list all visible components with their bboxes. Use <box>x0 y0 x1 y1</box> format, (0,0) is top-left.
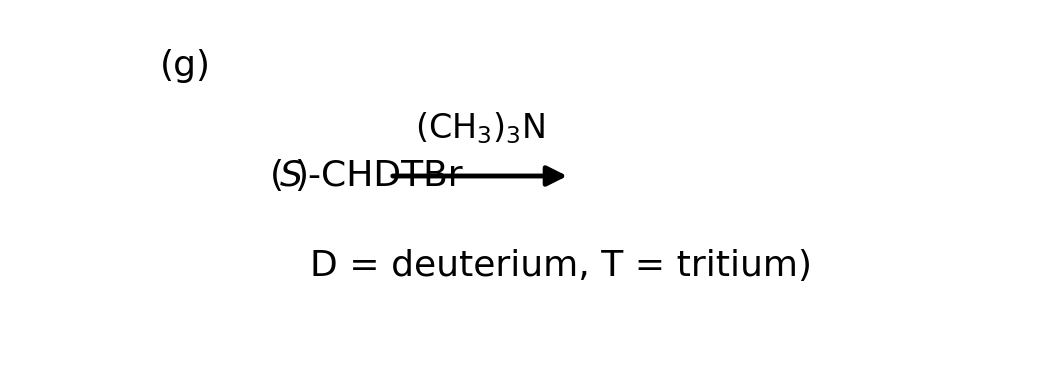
Text: (g): (g) <box>160 49 211 83</box>
Text: S: S <box>280 159 303 193</box>
Text: (: ( <box>270 159 284 193</box>
Text: (CH$_3$)$_3$N: (CH$_3$)$_3$N <box>415 110 545 146</box>
Text: )-CHDTBr: )-CHDTBr <box>294 159 462 193</box>
Text: D = deuterium, T = tritium): D = deuterium, T = tritium) <box>310 249 812 283</box>
